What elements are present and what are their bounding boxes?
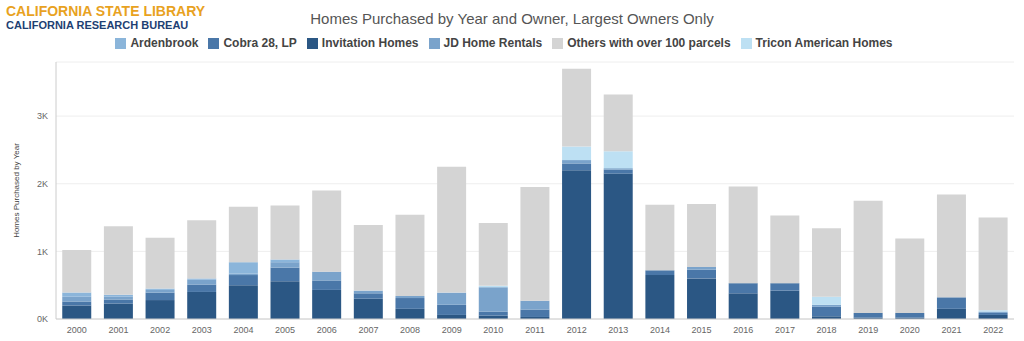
html-text:Homes Purchased by Year and Ow: Homes Purchased by Year and Owner, Large… bbox=[310, 10, 714, 27]
svg-text:2000: 2000 bbox=[67, 325, 87, 335]
svg-text:2012: 2012 bbox=[567, 325, 587, 335]
svg-text:2019: 2019 bbox=[858, 325, 878, 335]
svg-text:2022: 2022 bbox=[983, 325, 1003, 335]
svg-text:1K: 1K bbox=[37, 247, 48, 257]
svg-text:2001: 2001 bbox=[108, 325, 128, 335]
svg-text:2004: 2004 bbox=[233, 325, 253, 335]
svg-text:2013: 2013 bbox=[608, 325, 628, 335]
html-text:Others with over 100 parcels: Others with over 100 parcels bbox=[567, 36, 731, 50]
html-text:JD Home Rentals: JD Home Rentals bbox=[443, 36, 543, 50]
html-text:CALIFORNIA RESEARCH BUREAU: CALIFORNIA RESEARCH BUREAU bbox=[6, 19, 189, 31]
svg-text:2K: 2K bbox=[37, 179, 48, 189]
svg-text:2010: 2010 bbox=[483, 325, 503, 335]
svg-text:2007: 2007 bbox=[358, 325, 378, 335]
svg-text:2018: 2018 bbox=[817, 325, 837, 335]
svg-text:0K: 0K bbox=[37, 314, 48, 324]
svg-text:2002: 2002 bbox=[150, 325, 170, 335]
svg-text:2011: 2011 bbox=[525, 325, 544, 335]
svg-text:3K: 3K bbox=[37, 111, 48, 121]
svg-text:2006: 2006 bbox=[317, 325, 337, 335]
html-text:Tricon American Homes: Tricon American Homes bbox=[755, 36, 893, 50]
svg-text:2015: 2015 bbox=[692, 325, 712, 335]
svg-text:2021: 2021 bbox=[942, 325, 962, 335]
html-text:CALIFORNIA STATE LIBRARY: CALIFORNIA STATE LIBRARY bbox=[6, 3, 206, 19]
svg-text:2016: 2016 bbox=[733, 325, 753, 335]
svg-text:2003: 2003 bbox=[192, 325, 212, 335]
svg-text:2009: 2009 bbox=[442, 325, 462, 335]
svg-text:2008: 2008 bbox=[400, 325, 420, 335]
html-text:Invitation Homes: Invitation Homes bbox=[321, 36, 419, 50]
svg-text:2005: 2005 bbox=[275, 325, 295, 335]
svg-text:2017: 2017 bbox=[775, 325, 795, 335]
svg-text:2014: 2014 bbox=[650, 325, 670, 335]
html-text:Ardenbrook: Ardenbrook bbox=[130, 36, 199, 50]
html-text:Cobra 28, LP: Cobra 28, LP bbox=[223, 36, 297, 50]
svg-text:Homes Purchased by Year: Homes Purchased by Year bbox=[12, 143, 21, 238]
svg-text:2020: 2020 bbox=[900, 325, 920, 335]
